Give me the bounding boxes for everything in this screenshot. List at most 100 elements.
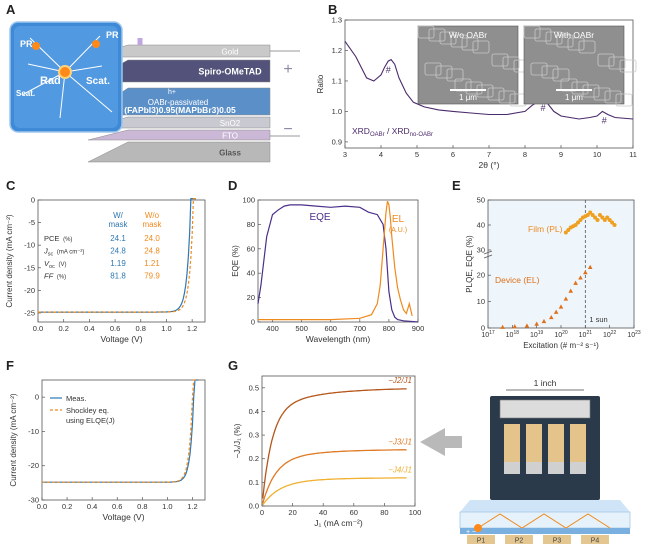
tick-exp: 18 bbox=[513, 330, 519, 336]
label-pr-left: PR bbox=[20, 39, 33, 49]
x-tick-label: 0.0 bbox=[37, 502, 47, 511]
table-cell-without-mask: 24.0 bbox=[144, 234, 160, 243]
tick-base: 10 bbox=[481, 332, 489, 339]
row-symbol: V bbox=[44, 259, 50, 268]
y-tick-label: 40 bbox=[477, 221, 485, 230]
x-tick-label: 600 bbox=[324, 324, 337, 333]
tick-base: 10 bbox=[530, 332, 538, 339]
y-tick-label: 0.3 bbox=[249, 431, 259, 440]
grain bbox=[439, 31, 457, 45]
grain bbox=[498, 90, 516, 104]
emission-ray bbox=[21, 71, 66, 96]
device-el-point bbox=[573, 280, 578, 285]
x-tick-label: 400 bbox=[266, 324, 279, 333]
emitter-dot-2 bbox=[32, 42, 40, 50]
active-layer bbox=[460, 528, 630, 534]
grain bbox=[472, 40, 490, 54]
x-tick-label: 900 bbox=[412, 324, 425, 333]
tick-base: 10 bbox=[579, 332, 587, 339]
y-tick-label: 0 bbox=[35, 393, 39, 402]
table-row-label: PCE (%) bbox=[44, 234, 72, 243]
x-tick-label: 800 bbox=[383, 324, 396, 333]
y-tick-label: 1.0 bbox=[332, 107, 342, 116]
y-tick-label: 1.2 bbox=[332, 46, 342, 55]
panel-e-chart: 1017 1018 1019 1020 1021 1022 1023010203040501… bbox=[465, 196, 641, 351]
device-el-point bbox=[558, 304, 564, 309]
film-pl-point bbox=[612, 223, 617, 227]
table-row-label: FF (%) bbox=[44, 272, 66, 281]
plot-frame bbox=[487, 199, 635, 329]
y-tick-label: -10 bbox=[24, 241, 35, 250]
label-scat-left: Scat. bbox=[16, 89, 35, 98]
ratio-label-3: −J3/J1 bbox=[388, 437, 412, 446]
x-tick-label: 3 bbox=[343, 150, 347, 159]
grain bbox=[502, 56, 520, 70]
row-unit: (%) bbox=[61, 237, 72, 243]
label-scat-right: Scat. bbox=[86, 76, 110, 87]
x-axis-label: Excitation (# m⁻² s⁻¹) bbox=[523, 341, 599, 350]
device-el-point bbox=[548, 314, 554, 320]
y-axis-label: −Jₓ/J₁ (%) bbox=[233, 423, 242, 458]
y-tick-label: -20 bbox=[24, 286, 35, 295]
x-axis-label: Voltage (V) bbox=[102, 512, 144, 522]
peak-marker: # bbox=[602, 115, 607, 125]
el-curve bbox=[258, 200, 413, 321]
sem-inset-right: With OABr 1 μm bbox=[523, 25, 637, 107]
device-el-point bbox=[587, 264, 593, 269]
shockley-jv-curve bbox=[42, 379, 199, 483]
x-axis-label: J₁ (mA cm⁻²) bbox=[314, 518, 363, 528]
panel-a-schematic: Gold Spiro-OMeTAD OABr-passivated SnO2 FTO Gl… bbox=[9, 21, 300, 163]
sem-inset-left: W/o OABr 1 μm bbox=[417, 25, 531, 107]
glass-layer-label: Glass bbox=[219, 149, 241, 158]
grain bbox=[491, 53, 509, 67]
x-tick-label: 1021 bbox=[579, 330, 593, 339]
axis-break-mark bbox=[483, 250, 493, 255]
pixel-contact bbox=[526, 462, 542, 474]
sem-inset-right-title: With OABr bbox=[554, 30, 594, 40]
x-tick-label: 1018 bbox=[506, 330, 520, 339]
device-el-point bbox=[553, 309, 559, 314]
film-pl-point bbox=[576, 220, 581, 225]
film-pl-point bbox=[585, 213, 590, 217]
y-tick-label: -25 bbox=[24, 308, 35, 317]
device-el-point bbox=[583, 270, 588, 275]
row-unit: (V) bbox=[57, 262, 67, 268]
tick-exp: 21 bbox=[586, 330, 592, 336]
y-tick-label: 0 bbox=[481, 324, 485, 333]
grain bbox=[578, 40, 596, 54]
device-el-point bbox=[578, 275, 583, 280]
device-el-point bbox=[500, 324, 505, 329]
ratio-curve-4 bbox=[262, 477, 407, 506]
substrate-top bbox=[460, 500, 630, 512]
pad-label-4: P4 bbox=[591, 538, 600, 545]
peak-marker: # bbox=[540, 103, 545, 113]
y-tick-label: 0 bbox=[31, 196, 35, 205]
label-pr-right: PR bbox=[106, 30, 119, 40]
tick-exp: 23 bbox=[635, 330, 641, 336]
perovskite-layer-label: OABr-passivated bbox=[148, 98, 208, 107]
y-tick-label: 0.9 bbox=[332, 137, 342, 146]
y-tick-label: 80 bbox=[247, 220, 255, 229]
table-header-a1: W/ bbox=[113, 211, 124, 220]
sno2-layer-label: SnO2 bbox=[220, 119, 241, 128]
table-cell-with-mask: 24.8 bbox=[110, 247, 126, 256]
x-tick-label: 1017 bbox=[481, 330, 495, 339]
panel-letter-e: E bbox=[452, 178, 461, 193]
x-tick-label: 5 bbox=[415, 150, 419, 159]
y-tick-label: 0.5 bbox=[249, 383, 259, 392]
legend-xrd: XRD bbox=[352, 126, 370, 136]
grain bbox=[593, 87, 611, 101]
y-tick-label: 10 bbox=[477, 297, 485, 306]
grain bbox=[428, 28, 446, 42]
film-pl-point bbox=[573, 223, 578, 227]
table-header-a2: mask bbox=[108, 220, 128, 229]
row-sub: sc bbox=[48, 252, 54, 258]
table-cell-without-mask: 1.21 bbox=[144, 259, 160, 268]
spiro-layer-label: Spiro-OMeTAD bbox=[198, 67, 262, 77]
film-pl-point bbox=[605, 215, 610, 220]
pixel-contact bbox=[548, 462, 564, 474]
row-symbol: FF bbox=[44, 272, 54, 281]
x-tick-label: 6 bbox=[451, 150, 455, 159]
electrode-signs: + − bbox=[466, 529, 476, 536]
